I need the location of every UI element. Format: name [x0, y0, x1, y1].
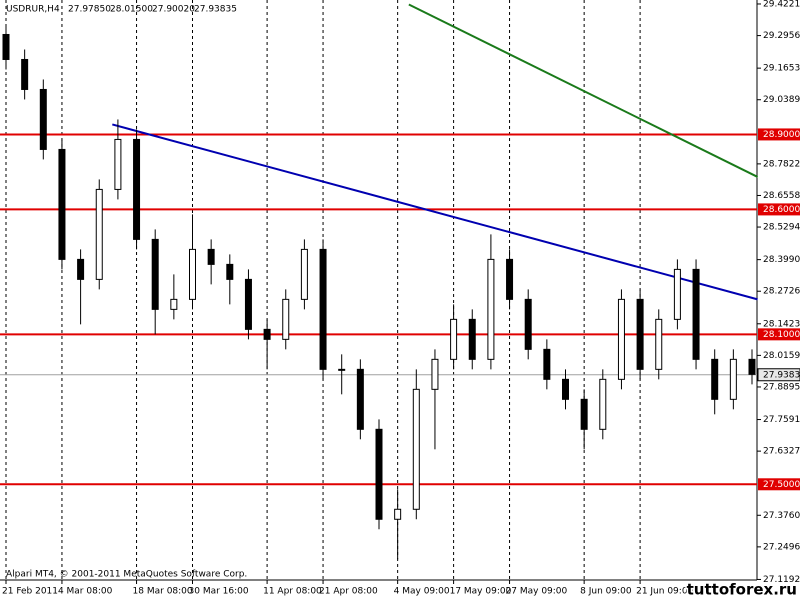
x-tick-label: 27 May 09:00 — [506, 587, 568, 597]
candle-body — [617, 298, 625, 380]
watermark: tuttoforex.ru — [687, 581, 797, 599]
candle-body — [114, 138, 122, 190]
candle-body — [599, 378, 607, 430]
x-tick-label: 4 Mar 08:00 — [58, 587, 113, 597]
candle-body — [636, 298, 644, 370]
y-tick-label: 28.6558 — [763, 191, 800, 201]
y-tick-label: 29.1653 — [763, 64, 800, 74]
candle-body — [319, 248, 327, 370]
level-label: 27.5000 — [763, 480, 800, 490]
candle-body — [151, 238, 159, 310]
x-tick-label: 11 Apr 08:00 — [263, 587, 322, 597]
candle-body — [729, 358, 737, 400]
candle-body — [244, 278, 252, 330]
level-label: 28.1000 — [763, 330, 800, 340]
candle-body — [394, 508, 402, 520]
y-tick-label: 27.1192 — [763, 575, 800, 585]
y-tick-label: 27.2496 — [763, 542, 800, 552]
candle-body — [77, 258, 85, 280]
candle-body — [189, 248, 196, 300]
level-label: 28.6000 — [763, 205, 800, 215]
candle-body — [524, 298, 532, 350]
candle-body — [673, 268, 681, 320]
candle-body — [95, 188, 103, 280]
quote-high: 28.01500 — [110, 5, 153, 15]
current-price-tag — [757, 368, 800, 382]
candle-body — [748, 358, 756, 375]
candle-body — [226, 263, 234, 280]
candle-body — [338, 368, 346, 371]
x-tick-label: 21 Apr 08:00 — [319, 587, 378, 597]
quote-close: 27.93835 — [194, 5, 237, 15]
level-tag — [758, 128, 800, 141]
candle-body — [2, 33, 10, 60]
candle-body — [506, 258, 514, 300]
level-tag — [758, 478, 800, 491]
level-tag — [758, 328, 800, 341]
copyright: Alpari MT4, © 2001-2011 MetaQuotes Softw… — [6, 570, 247, 580]
candle-body — [655, 318, 663, 370]
candle-body — [39, 88, 47, 150]
y-tick-label: 29.0389 — [763, 95, 800, 105]
x-tick-label: 21 Jun 09:00 — [636, 587, 693, 597]
x-tick-label: 17 May 09:00 — [450, 587, 512, 597]
candle-body — [133, 138, 141, 240]
candle-body — [58, 148, 66, 260]
y-tick-label: 29.4221 — [763, 0, 800, 9]
y-tick-label: 28.5294 — [763, 223, 800, 233]
candle-body — [431, 358, 439, 390]
level-label: 28.9000 — [763, 130, 800, 140]
y-tick-label: 27.6327 — [763, 447, 800, 457]
candle-body — [263, 328, 271, 340]
quote-open: 27.97850 — [68, 5, 111, 15]
candle-body — [692, 268, 700, 360]
candle-body — [170, 298, 178, 310]
candle-body — [300, 248, 308, 300]
y-tick-label: 28.7822 — [763, 159, 800, 169]
level-tag — [758, 203, 800, 216]
y-tick-label: 28.1423 — [763, 319, 800, 329]
x-tick-label: 4 May 09:00 — [394, 587, 450, 597]
candle-body — [375, 428, 383, 520]
candle-body — [356, 368, 364, 430]
y-tick-label: 29.2956 — [763, 31, 800, 41]
y-tick-label: 28.2726 — [763, 287, 800, 297]
x-tick-label: 21 Feb 2011 — [2, 587, 58, 597]
candle-body — [412, 388, 420, 510]
current-price-label: 27.9383 — [763, 370, 800, 380]
quote-low: 27.90020 — [152, 5, 195, 15]
candle-body — [487, 258, 495, 360]
candle-body — [21, 58, 29, 90]
x-tick-label: 8 Jun 09:00 — [580, 587, 632, 597]
candle-body — [562, 378, 569, 400]
x-tick-label: 30 Mar 16:00 — [189, 587, 249, 597]
candle-body — [580, 398, 588, 430]
candle-body — [543, 348, 551, 380]
symbol: USDRUR,H4 — [6, 5, 60, 15]
y-tick-label: 28.3990 — [763, 255, 800, 265]
y-tick-label: 27.7591 — [763, 415, 800, 425]
y-tick-label: 28.0159 — [763, 351, 800, 361]
y-tick-label: 27.3760 — [763, 511, 800, 521]
candle-body — [468, 318, 476, 360]
trendline — [408, 3, 759, 178]
candle-body — [282, 298, 290, 340]
candle-body — [207, 248, 215, 265]
candle-body — [450, 318, 458, 360]
y-tick-label: 27.8895 — [763, 382, 800, 392]
candle-body — [711, 358, 719, 400]
x-tick-label: 18 Mar 08:00 — [133, 587, 193, 597]
trendline — [112, 123, 758, 301]
